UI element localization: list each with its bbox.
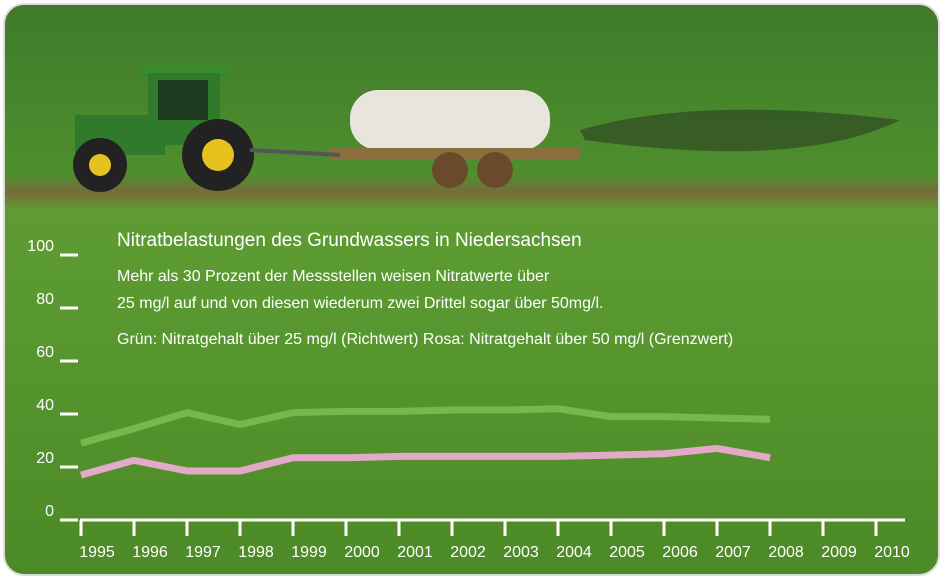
background [4,4,939,575]
y-tick-label: 80 [36,291,54,308]
x-tick-label: 1997 [185,544,221,561]
y-tick-label: 20 [36,450,54,467]
x-tick-label: 2007 [715,544,751,561]
subtitle-line: Mehr als 30 Prozent der Messstellen weis… [117,268,550,285]
y-tick-label: 0 [45,503,54,520]
chart-title: Nitratbelastungen des Grundwassers in Ni… [117,230,582,251]
y-tick-label: 40 [36,397,54,414]
x-tick-label: 2001 [397,544,433,561]
subtitle-line: 25 mg/l auf und von diesen wiederum zwei… [117,295,603,312]
chart: Nitratbelastungen des Grundwassers in Ni… [0,0,943,579]
x-tick-label: 2006 [662,544,698,561]
x-tick-label: 1996 [132,544,168,561]
x-tick-label: 2002 [450,544,486,561]
x-tick-label: 2003 [503,544,539,561]
x-tick-label: 2008 [768,544,804,561]
x-tick-label: 2004 [556,544,592,561]
x-tick-label: 1998 [238,544,274,561]
y-tick-label: 100 [27,238,54,255]
x-tick-label: 2010 [874,544,910,561]
page: Nitratbelastungen des Grundwassers in Ni… [0,0,943,579]
x-tick-label: 2009 [821,544,857,561]
y-tick-label: 60 [36,344,54,361]
x-tick-label: 1995 [79,544,115,561]
subtitle-line: Grün: Nitratgehalt über 25 mg/l (Richtwe… [117,331,733,348]
x-tick-label: 2000 [344,544,380,561]
x-tick-label: 2005 [609,544,645,561]
x-tick-label: 1999 [291,544,327,561]
